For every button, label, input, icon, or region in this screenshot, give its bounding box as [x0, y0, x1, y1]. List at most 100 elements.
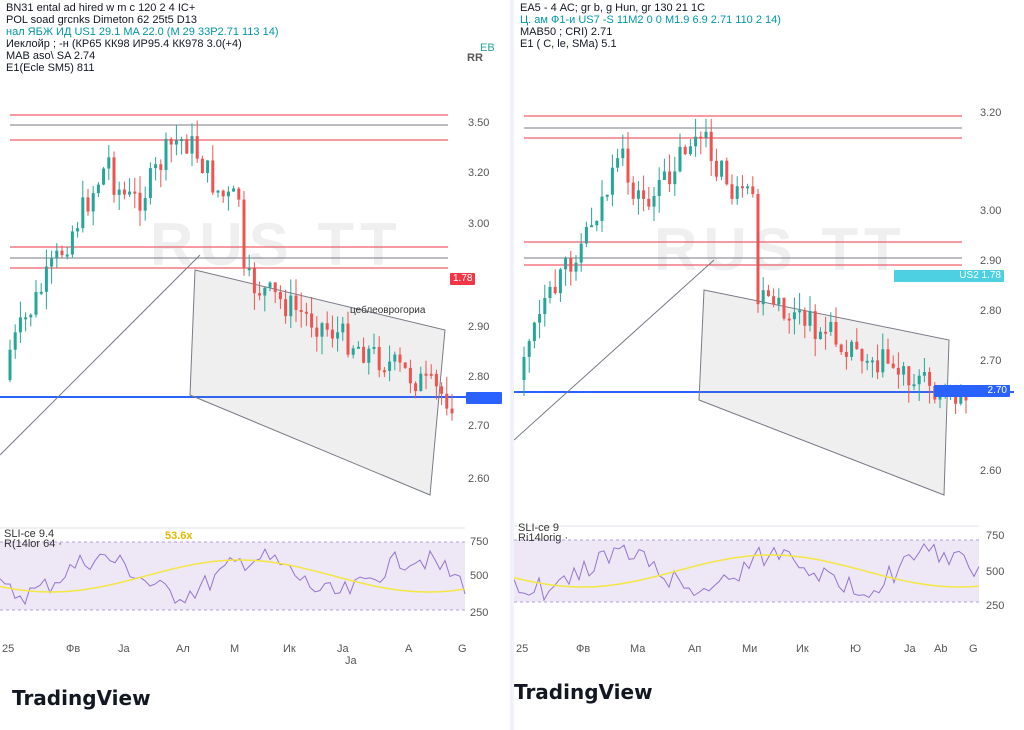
- chart-watermark: RUS ТТ: [150, 211, 403, 278]
- candle-body: [683, 146, 687, 155]
- candle-body: [579, 243, 583, 263]
- right-chart-panel[interactable]: RUS ТТ ЕА5 - 4 АС; gr b, g Hun, gr 130 2…: [514, 0, 1024, 730]
- candle-body: [13, 332, 17, 350]
- price-axis-label: 2.90: [468, 321, 490, 333]
- candle-body: [29, 314, 33, 318]
- candle-body: [372, 346, 376, 349]
- time-axis-label: Фв: [576, 643, 591, 655]
- candle-body: [636, 190, 640, 199]
- candle-body: [870, 360, 874, 363]
- left-chart-panel[interactable]: RUS ТТ BN31 ental ad hired w m c 120 2 4…: [0, 0, 510, 730]
- candle-body: [408, 367, 412, 384]
- candle-body: [289, 295, 293, 317]
- candle-body: [902, 366, 906, 375]
- candle-body: [403, 362, 407, 368]
- candle-body: [865, 360, 869, 363]
- right-chart-canvas[interactable]: [514, 0, 1024, 730]
- osc-axis-label: 250: [470, 607, 489, 619]
- tradingview-logo[interactable]: TradingView: [514, 680, 653, 704]
- candle-body: [310, 313, 314, 328]
- candle-body: [164, 138, 168, 170]
- legend-line: E1(Ecle SM5) 811: [6, 62, 95, 74]
- candle-body: [834, 322, 838, 345]
- time-axis-label: Ик: [796, 643, 809, 655]
- candle-body: [959, 394, 963, 404]
- candle-body: [532, 322, 536, 342]
- candle-body: [76, 228, 80, 232]
- legend-line: нал ЯБЖ ИД US1 29.1 MA 22.0 (M 29 33P2.7…: [6, 26, 279, 38]
- time-axis-label: Ab: [934, 643, 948, 655]
- candle-body: [86, 197, 90, 212]
- panel-divider[interactable]: [510, 0, 514, 730]
- candle-body: [60, 250, 64, 256]
- candle-body: [190, 136, 194, 154]
- candle-body: [445, 393, 449, 409]
- candle-body: [96, 184, 100, 194]
- candle-body: [928, 372, 932, 386]
- candle-body: [725, 160, 729, 185]
- candle-body: [55, 250, 59, 259]
- legend-line: POL soad grcnks Dimeton 62 25t5 D13: [6, 14, 197, 26]
- price-axis-label: 3.20: [468, 167, 490, 179]
- candle-body: [751, 186, 755, 195]
- candle-body: [450, 408, 454, 414]
- candle-body: [564, 258, 568, 270]
- rsi-band: [514, 540, 979, 602]
- candle-body: [548, 286, 552, 299]
- time-axis-label: Ик: [283, 643, 296, 655]
- candle-body: [362, 346, 366, 363]
- rsi-ma-line: [514, 554, 980, 588]
- candle-body: [247, 268, 251, 271]
- level-price-tag: 2.70: [934, 385, 1010, 397]
- tradingview-logo[interactable]: TradingView: [12, 686, 151, 710]
- candle-body: [299, 309, 303, 312]
- candle-body: [652, 196, 656, 207]
- oscillator-legend: SLI-ce 9: [518, 522, 559, 534]
- candle-body: [891, 363, 895, 368]
- candle-body: [522, 356, 526, 380]
- chart-watermark: RUS ТТ: [654, 216, 907, 283]
- osc-axis-label: 500: [986, 566, 1005, 578]
- candle-body: [414, 383, 418, 392]
- legend-line: MAB50 ; CRI) 2.71: [520, 26, 613, 38]
- candle-body: [211, 160, 215, 193]
- oscillator-legend: R(14lor 64 ·: [4, 538, 63, 550]
- candle-body: [206, 160, 210, 173]
- oscillator-legend: Ri14lorig ·: [518, 532, 569, 544]
- candle-body: [154, 164, 158, 169]
- candle-body: [440, 386, 444, 394]
- candle-body: [662, 171, 666, 180]
- price-axis-label: 3.00: [468, 218, 490, 230]
- candle-body: [798, 310, 802, 313]
- rsi-line: [514, 542, 980, 602]
- candle-body: [678, 146, 682, 172]
- candle-body: [367, 348, 371, 363]
- candle-body: [180, 139, 184, 142]
- legend-line: Ц. ам Ф1-и US7 -S 11М2 0 0 М1.9 6.9 2.71…: [520, 14, 781, 26]
- candle-body: [792, 312, 796, 320]
- candle-body: [850, 341, 854, 357]
- osc-axis-label: 750: [986, 530, 1005, 542]
- candle-body: [169, 138, 173, 145]
- candle-body: [772, 296, 776, 305]
- rsi-band: [0, 542, 465, 610]
- candle-body: [855, 341, 859, 350]
- candle-body: [65, 254, 69, 257]
- candle-body: [876, 360, 880, 373]
- candle-body: [527, 341, 531, 357]
- time-axis-label: 25: [516, 643, 529, 655]
- candle-body: [159, 164, 163, 170]
- candle-body: [600, 196, 604, 221]
- candle-body: [24, 317, 28, 320]
- candle-body: [70, 231, 74, 255]
- candle-body: [704, 131, 708, 138]
- candle-body: [325, 323, 329, 330]
- oscillator-legend: SLI-ce 9.4: [4, 528, 55, 540]
- candle-body: [232, 188, 236, 192]
- left-legend: BN31 ental ad hired w m c 120 2 4 IC+ PO…: [6, 2, 279, 74]
- candle-body: [388, 361, 392, 371]
- candle-body: [382, 370, 386, 373]
- candle-body: [393, 354, 397, 362]
- candle-body: [621, 148, 625, 159]
- left-chart-canvas[interactable]: [0, 0, 510, 730]
